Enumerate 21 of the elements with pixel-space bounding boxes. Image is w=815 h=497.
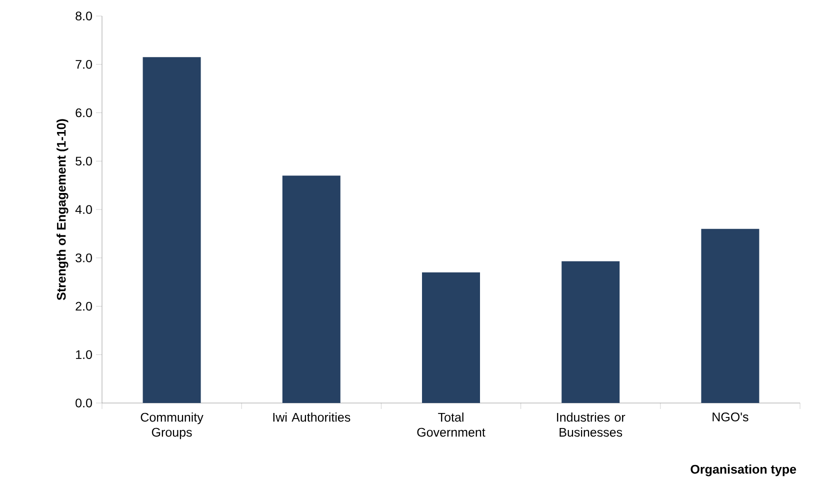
y-tick-label: 3.0 — [76, 253, 92, 262]
bar — [282, 176, 340, 403]
bar — [701, 228, 760, 403]
bar — [142, 57, 201, 403]
y-tick-label: 4.0 — [75, 205, 92, 214]
x-axis-title: Organisation type — [690, 464, 796, 476]
y-tick-label: 2.0 — [76, 302, 92, 311]
x-tick-label: Iwi Authorities — [273, 412, 350, 422]
y-tick-label: 1.0 — [76, 350, 92, 360]
y-tick-label: 7.0 — [76, 60, 92, 69]
x-tick-label: Industries or Businesses — [557, 412, 626, 437]
y-tick-label: 8.0 — [76, 12, 92, 20]
x-tick-label: Total Government — [417, 412, 486, 437]
x-tick-label: Community Groups — [140, 412, 204, 440]
y-tick-label: 0.0 — [76, 398, 92, 408]
bar — [562, 261, 620, 403]
y-tick-label: 6.0 — [76, 108, 92, 118]
y-axis-title: Strength of Engagement (1-10) — [56, 119, 68, 300]
x-tick-label: NGO's — [712, 412, 748, 422]
y-tick-label: 5.0 — [76, 156, 92, 166]
bar — [422, 272, 480, 403]
